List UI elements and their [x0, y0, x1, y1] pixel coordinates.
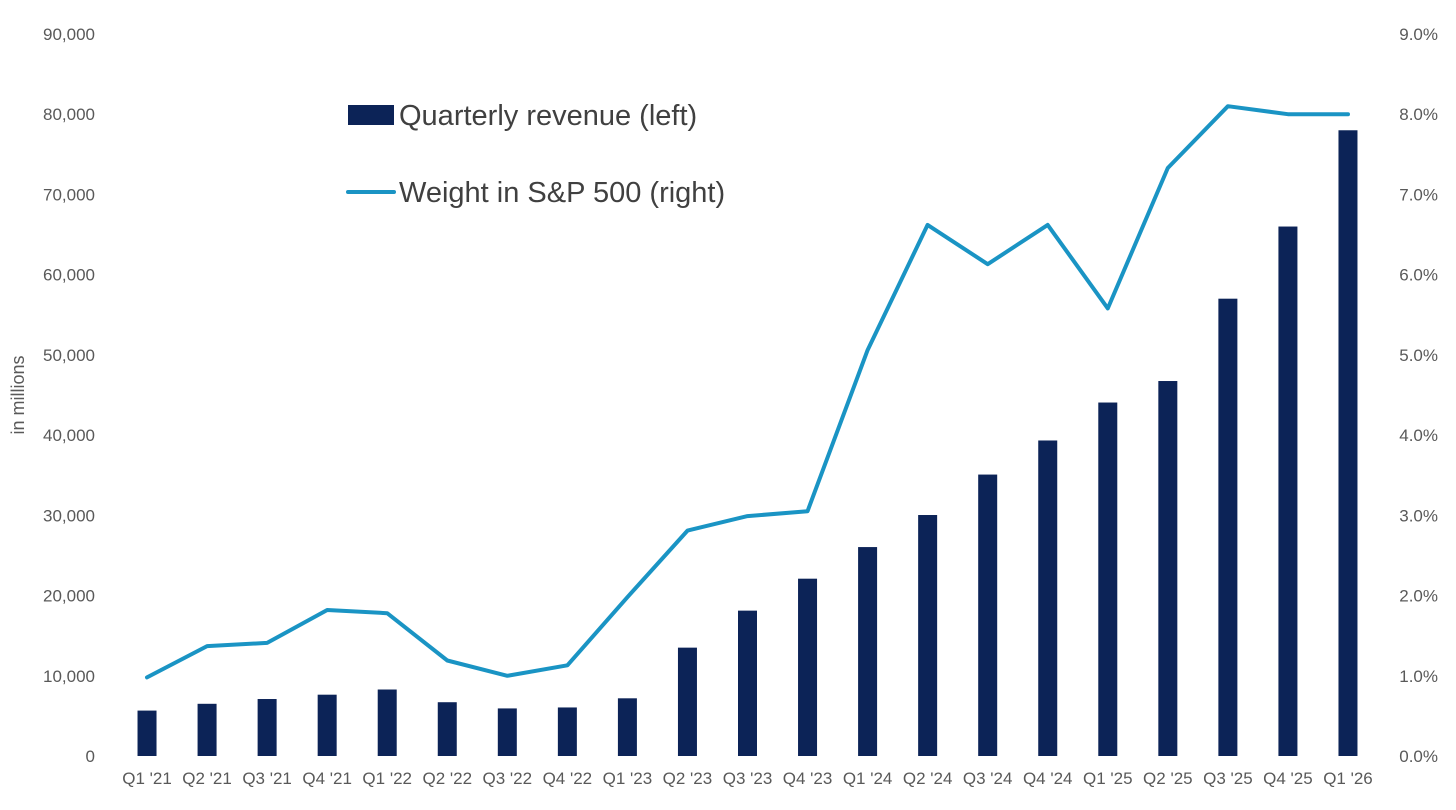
revenue-bar	[137, 710, 157, 756]
legend-bar-label: Quarterly revenue (left)	[399, 100, 697, 132]
weight-point	[386, 612, 388, 614]
x-tick-label: Q3 '23	[723, 769, 773, 788]
x-tick-label: Q3 '25	[1203, 769, 1253, 788]
revenue-bar	[437, 702, 457, 756]
right-tick-label: 4.0%	[1399, 426, 1438, 445]
weight-point	[807, 510, 809, 512]
x-tick-label: Q4 '22	[543, 769, 593, 788]
right-tick-label: 2.0%	[1399, 587, 1438, 606]
revenue-bar	[197, 703, 217, 756]
revenue-bar	[377, 689, 397, 756]
revenue-bar	[798, 578, 818, 756]
weight-point	[987, 263, 989, 265]
left-tick-label: 30,000	[43, 506, 95, 525]
right-tick-label: 3.0%	[1399, 506, 1438, 525]
revenue-bar	[317, 694, 337, 756]
revenue-bar	[257, 699, 277, 756]
revenue-bar	[978, 474, 998, 756]
revenue-bar	[1278, 226, 1298, 757]
x-tick-label: Q1 '25	[1083, 769, 1133, 788]
weight-point	[927, 224, 929, 226]
left-axis-title: in millions	[8, 355, 28, 434]
x-tick-label: Q4 '24	[1023, 769, 1073, 788]
left-tick-label: 10,000	[43, 667, 95, 686]
right-tick-label: 6.0%	[1399, 266, 1438, 285]
left-tick-label: 20,000	[43, 587, 95, 606]
revenue-bar	[1218, 298, 1238, 756]
weight-point	[1227, 105, 1229, 107]
right-tick-label: 5.0%	[1399, 346, 1438, 365]
revenue-bar	[1338, 130, 1358, 756]
legend: Quarterly revenue (left) Weight in S&P 5…	[346, 100, 725, 209]
right-tick-label: 7.0%	[1399, 185, 1438, 204]
left-tick-label: 40,000	[43, 426, 95, 445]
right-axis-ticks: 0.0% 1.0% 2.0% 3.0% 4.0% 5.0% 6.0% 7.0% 8.0% 9.0%	[1399, 25, 1438, 766]
weight-point	[686, 530, 688, 532]
x-tick-label: Q1 '21	[122, 769, 172, 788]
weight-point	[446, 660, 448, 662]
weight-point	[747, 515, 748, 517]
legend-bar-swatch	[348, 105, 394, 125]
weight-point	[867, 349, 869, 351]
weight-point	[206, 645, 208, 647]
revenue-bars	[137, 130, 1358, 757]
x-tick-label: Q2 '25	[1143, 769, 1193, 788]
right-tick-label: 8.0%	[1399, 105, 1438, 124]
x-tick-label: Q1 '24	[843, 769, 893, 788]
revenue-bar	[497, 708, 517, 756]
x-tick-label: Q2 '22	[422, 769, 472, 788]
x-tick-label: Q4 '23	[783, 769, 833, 788]
revenue-bar	[858, 547, 878, 756]
x-tick-label: Q1 '23	[603, 769, 653, 788]
x-tick-label: Q1 '26	[1323, 769, 1373, 788]
x-tick-label: Q1 '22	[362, 769, 412, 788]
weight-line-layer	[145, 104, 1350, 680]
x-tick-label: Q2 '23	[663, 769, 713, 788]
revenue-bar	[1038, 440, 1058, 756]
left-tick-label: 70,000	[43, 185, 95, 204]
right-tick-label: 0.0%	[1399, 747, 1438, 766]
left-tick-label: 80,000	[43, 105, 95, 124]
weight-point	[1167, 167, 1169, 169]
revenue-bar	[677, 647, 697, 756]
x-tick-label: Q3 '21	[242, 769, 292, 788]
left-tick-label: 90,000	[43, 25, 95, 44]
weight-point	[626, 596, 628, 598]
weight-point	[1047, 224, 1049, 226]
weight-point	[566, 664, 568, 666]
revenue-bar	[557, 707, 577, 756]
x-tick-label: Q3 '24	[963, 769, 1013, 788]
revenue-bar	[617, 698, 637, 756]
x-tick-label: Q3 '22	[483, 769, 533, 788]
left-tick-label: 0	[86, 747, 95, 766]
right-tick-label: 9.0%	[1399, 25, 1438, 44]
x-tick-label: Q4 '25	[1263, 769, 1313, 788]
left-tick-label: 60,000	[43, 266, 95, 285]
weight-point	[506, 675, 508, 677]
weight-point	[266, 642, 268, 644]
x-axis-ticks: Q1 '21 Q2 '21 Q3 '21 Q4 '21 Q1 '22 Q2 '22 Q3 '…	[122, 769, 1373, 788]
weight-point	[1107, 307, 1109, 309]
revenue-bar	[738, 610, 757, 756]
left-tick-label: 50,000	[43, 346, 95, 365]
weight-point	[146, 676, 148, 678]
weight-point	[1347, 113, 1349, 115]
x-tick-label: Q2 '24	[903, 769, 953, 788]
revenue-bar	[918, 515, 938, 756]
weight-point	[326, 609, 328, 611]
revenue-bar	[1158, 381, 1178, 756]
x-tick-label: Q2 '21	[182, 769, 232, 788]
revenue-bar	[1098, 402, 1118, 756]
x-tick-label: Q4 '21	[302, 769, 352, 788]
weight-point	[1287, 113, 1289, 115]
legend-line-label: Weight in S&P 500 (right)	[399, 177, 725, 209]
left-axis-ticks: 0 10,000 20,000 30,000 40,000 50,000 60,000 70,…	[43, 25, 95, 766]
right-tick-label: 1.0%	[1399, 667, 1438, 686]
